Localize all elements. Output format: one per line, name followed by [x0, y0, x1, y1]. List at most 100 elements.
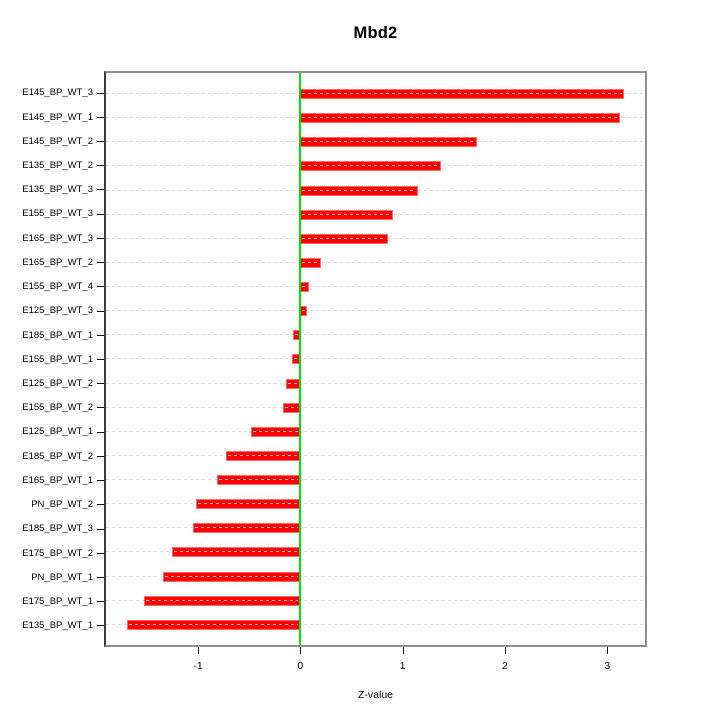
bar-inner-dash: [302, 165, 440, 167]
bar-inner-dash: [173, 551, 299, 553]
bar-inner-dash: [302, 93, 623, 95]
bar-row: [106, 468, 645, 492]
y-tick-label: E175_BP_WT_1: [22, 595, 93, 607]
gridline: [106, 503, 645, 505]
y-axis-row: E165_BP_WT_1: [0, 469, 104, 493]
bar-inner-dash: [302, 286, 308, 288]
y-tick-label: E125_BP_WT_3: [22, 305, 93, 317]
y-tick: [97, 237, 104, 239]
bar: [300, 161, 442, 172]
y-tick-label: PN_BP_WT_2: [31, 499, 93, 511]
bar-row: [106, 82, 645, 106]
y-tick-label: E185_BP_WT_3: [22, 523, 93, 535]
bar-row: [106, 227, 645, 251]
gridline: [106, 406, 645, 408]
gridline: [106, 454, 645, 456]
bar-inner-dash: [302, 237, 387, 239]
bar-row: [106, 565, 645, 589]
y-tick-label: PN_BP_WT_1: [31, 571, 93, 583]
gridline: [106, 358, 645, 360]
bar: [143, 595, 301, 606]
bar: [300, 257, 321, 268]
y-tick: [97, 189, 104, 191]
bar-inner-dash: [294, 358, 299, 360]
bar-inner-dash: [302, 117, 619, 119]
x-tick: [402, 647, 404, 654]
y-axis-row: E155_BP_WT_3: [0, 202, 104, 226]
y-tick: [97, 504, 104, 506]
y-tick: [97, 528, 104, 530]
y-axis-row: E145_BP_WT_3: [0, 81, 104, 105]
bar-inner-dash: [253, 430, 299, 432]
y-tick: [97, 286, 104, 288]
bar-inner-dash: [128, 623, 299, 625]
y-axis: E145_BP_WT_3 E145_BP_WT_1 E145_BP_WT_2 E135…: [0, 71, 104, 647]
bar-row: [106, 420, 645, 444]
y-axis-row: E165_BP_WT_3: [0, 226, 104, 250]
bar: [300, 113, 621, 124]
y-axis-row: E135_BP_WT_3: [0, 178, 104, 202]
y-tick-label: E165_BP_WT_2: [22, 256, 93, 268]
y-tick-label: E125_BP_WT_1: [22, 426, 93, 438]
bar-rows: [106, 73, 645, 645]
y-tick-label: E135_BP_WT_3: [22, 184, 93, 196]
bar-inner-dash: [302, 310, 306, 312]
bar-inner-dash: [227, 454, 299, 456]
bar: [163, 571, 301, 582]
y-tick-label: E135_BP_WT_2: [22, 160, 93, 172]
bar-row: [106, 372, 645, 396]
y-tick: [97, 383, 104, 385]
bar: [126, 619, 301, 630]
gridline: [106, 527, 645, 529]
bar: [300, 306, 308, 317]
gridline: [106, 286, 645, 288]
bar-row: [106, 540, 645, 564]
y-tick-label: E125_BP_WT_2: [22, 377, 93, 389]
x-tick-label: 2: [501, 660, 508, 672]
y-axis-row: E145_BP_WT_1: [0, 105, 104, 129]
y-axis-row: E145_BP_WT_2: [0, 129, 104, 153]
bar-row: [106, 444, 645, 468]
bar: [225, 450, 301, 461]
gridline: [106, 479, 645, 481]
y-axis-row: PN_BP_WT_1: [0, 565, 104, 589]
y-tick-label: E135_BP_WT_1: [22, 620, 93, 632]
y-tick-label: E185_BP_WT_1: [22, 329, 93, 341]
y-axis-row: E125_BP_WT_3: [0, 299, 104, 323]
bar-row: [106, 492, 645, 516]
bar-row: [106, 299, 645, 323]
y-tick: [97, 455, 104, 457]
y-tick-label: E145_BP_WT_2: [22, 135, 93, 147]
chart-title: Mbd2: [353, 24, 398, 42]
bar: [251, 426, 301, 437]
bar-inner-dash: [302, 141, 476, 143]
y-axis-row: E175_BP_WT_1: [0, 590, 104, 614]
bar-inner-dash: [165, 575, 299, 577]
bar-inner-dash: [295, 334, 299, 336]
y-tick: [97, 625, 104, 627]
y-tick-label: E155_BP_WT_3: [22, 208, 93, 220]
bar: [171, 547, 301, 558]
y-axis-row: E155_BP_WT_1: [0, 347, 104, 371]
y-tick: [97, 576, 104, 578]
y-axis-row: E175_BP_WT_2: [0, 541, 104, 565]
gridline: [106, 575, 645, 577]
y-axis-row: E125_BP_WT_2: [0, 372, 104, 396]
y-tick: [97, 116, 104, 118]
bar-row: [106, 347, 645, 371]
y-axis-row: E165_BP_WT_2: [0, 251, 104, 275]
y-tick: [97, 213, 104, 215]
bar-row: [106, 203, 645, 227]
bar-row: [106, 130, 645, 154]
gridline: [106, 334, 645, 336]
y-tick: [97, 480, 104, 482]
y-tick-label: E155_BP_WT_4: [22, 281, 93, 293]
y-tick: [97, 141, 104, 143]
bar: [192, 523, 301, 534]
bar: [300, 209, 394, 220]
gridline: [106, 623, 645, 625]
bar-row: [106, 251, 645, 275]
x-tick: [504, 647, 506, 654]
y-tick-label: E165_BP_WT_3: [22, 232, 93, 244]
y-axis-row: E135_BP_WT_1: [0, 614, 104, 638]
